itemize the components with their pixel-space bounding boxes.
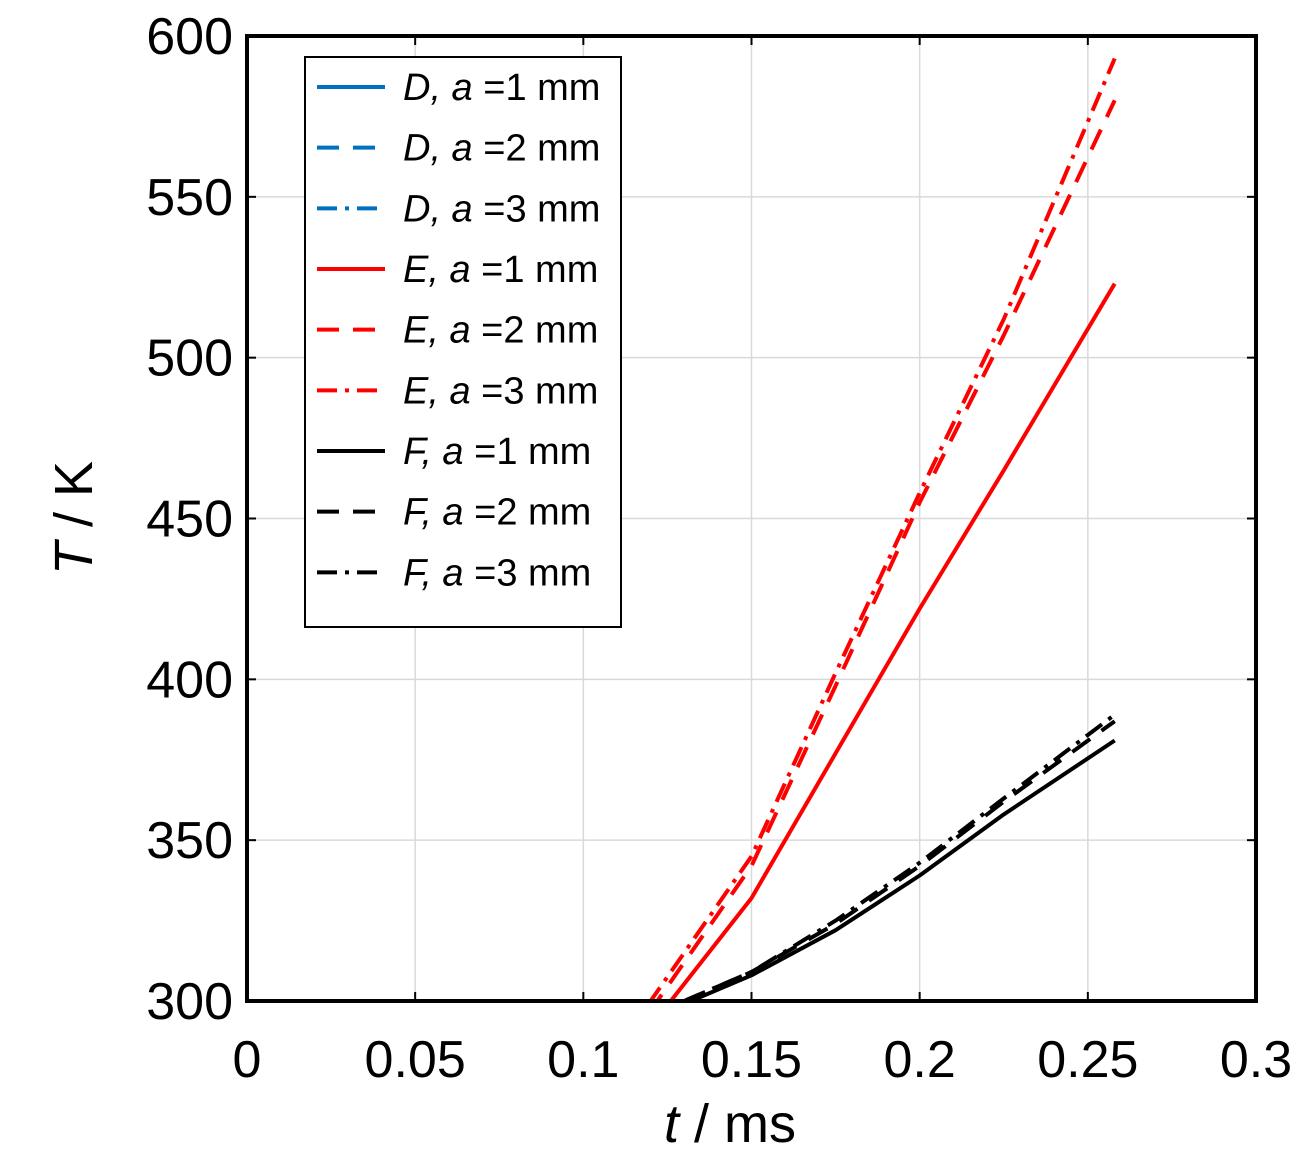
x-tick-label: 0.3: [1220, 1031, 1292, 1089]
legend-entry-label: D, a =1 mm: [403, 67, 600, 109]
x-tick-label: 0.25: [1037, 1031, 1138, 1089]
x-tick-label: 0: [233, 1031, 262, 1089]
legend-entry-label: F, a =2 mm: [403, 492, 591, 534]
legend-entry-label: D, a =3 mm: [403, 188, 600, 230]
legend-entry-label: E, a =2 mm: [403, 310, 598, 352]
legend: D, a =1 mm D, a =2 mm D, a =3 mm E, a =1 mm…: [304, 56, 622, 628]
y-tick-label: 550: [146, 169, 233, 227]
y-tick-label: 350: [146, 812, 233, 870]
series-line-7: [247, 738, 1116, 1003]
legend-entry-label: F, a =1 mm: [403, 431, 591, 473]
y-tick-label: 600: [146, 8, 233, 66]
y-axis-label: T / K: [44, 461, 104, 575]
x-tick-label: 0.2: [884, 1031, 956, 1089]
y-tick-label: 300: [146, 973, 233, 1031]
x-tick-label: 0.05: [365, 1031, 466, 1089]
x-tick-label: 0.15: [701, 1031, 802, 1089]
series-line-9: [247, 713, 1116, 1003]
legend-box: [304, 56, 622, 628]
legend-entry-label: E, a =3 mm: [403, 370, 598, 412]
legend-entry-label: D, a =2 mm: [403, 128, 600, 170]
x-axis-label: t / ms: [664, 1094, 796, 1154]
axis-ticks: 0 0.05 0.1 0.15 0.2 0.25 0.3 300 350 400 450 500 550…: [146, 8, 1292, 1089]
y-tick-label: 500: [146, 330, 233, 388]
y-tick-label: 400: [146, 651, 233, 709]
y-tick-label: 450: [146, 491, 233, 549]
legend-entry-label: E, a =1 mm: [403, 249, 598, 291]
x-tick-label: 0.1: [547, 1031, 619, 1089]
legend-entry-label: F, a =3 mm: [403, 552, 591, 594]
